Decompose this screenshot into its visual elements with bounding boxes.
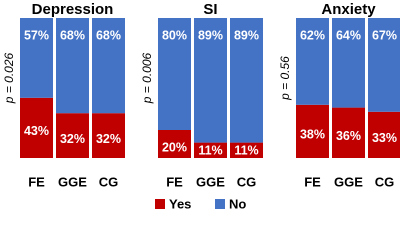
x-tick-label: FE: [28, 174, 45, 189]
bar-segment: [368, 18, 400, 112]
x-tick-label: FE: [304, 174, 321, 189]
x-tick-label: GGE: [58, 174, 87, 189]
legend-label: No: [229, 196, 246, 211]
bar-segment: [56, 113, 89, 158]
bar-segment: [296, 18, 329, 105]
bar-segment: [158, 130, 191, 158]
value-label: 57%: [24, 28, 49, 42]
value-label: 36%: [336, 129, 361, 143]
legend-label: Yes: [169, 196, 191, 211]
value-label: 64%: [336, 28, 361, 42]
value-label: 43%: [24, 124, 49, 138]
legend-swatch: [215, 199, 225, 209]
p-value: p = 0.56: [278, 56, 292, 101]
bar-segment: [368, 111, 400, 158]
x-tick-label: CG: [99, 174, 119, 189]
bar-segment: [92, 18, 125, 114]
p-value: p = 0.026: [2, 52, 16, 104]
panel-title: SI: [203, 1, 217, 18]
legend-swatch: [155, 199, 165, 209]
x-tick-label: FE: [166, 174, 183, 189]
value-label: 32%: [60, 132, 85, 146]
p-value: p = 0.006: [140, 52, 154, 104]
value-label: 68%: [96, 28, 121, 42]
bar-segment: [296, 104, 329, 158]
bar-segment: [194, 142, 227, 158]
bar-segment: [230, 18, 263, 143]
x-tick-label: CG: [237, 174, 257, 189]
x-tick-label: GGE: [334, 174, 363, 189]
value-label: 89%: [234, 28, 259, 42]
bar-segment: [332, 107, 365, 158]
value-label: 80%: [162, 28, 187, 42]
value-label: 38%: [300, 128, 325, 142]
panel-title: Depression: [32, 1, 114, 18]
bar-segment: [56, 18, 89, 114]
bar-segment: [92, 113, 125, 158]
value-label: 20%: [162, 140, 187, 154]
value-label: 67%: [372, 28, 397, 42]
bar-segment: [230, 142, 263, 158]
value-label: 32%: [96, 132, 121, 146]
chart: Depression p = 0.026 43% 57% FE 32% 68% GGE 32% 6…: [2, 1, 400, 211]
bar-segment: [194, 18, 227, 143]
x-tick-label: GGE: [196, 174, 225, 189]
bar-segment: [20, 18, 53, 98]
value-label: 62%: [300, 28, 325, 42]
value-label: 68%: [60, 28, 85, 42]
value-label: 33%: [372, 131, 397, 145]
bar-segment: [20, 97, 53, 158]
value-label: 11%: [198, 143, 222, 157]
bar-segment: [332, 18, 365, 108]
bar-segment: [158, 18, 191, 130]
x-tick-label: CG: [375, 174, 395, 189]
panel-title: Anxiety: [321, 1, 376, 18]
value-label: 89%: [198, 28, 223, 42]
value-label: 11%: [234, 143, 258, 157]
